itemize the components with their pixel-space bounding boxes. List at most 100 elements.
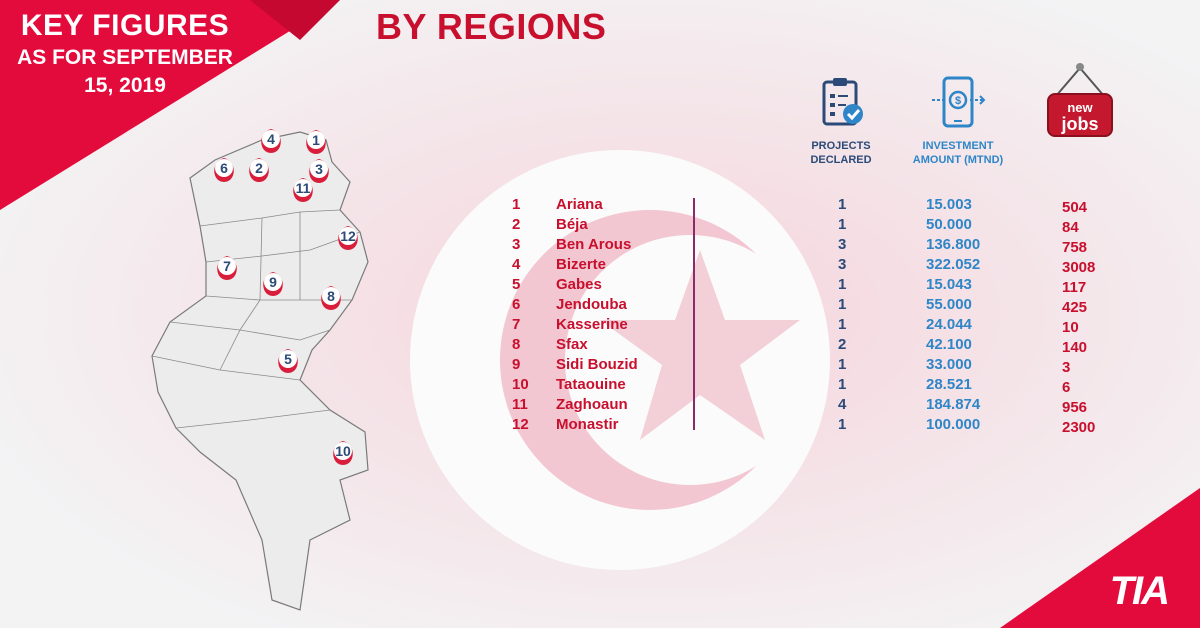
- row-jobs: 2300: [1062, 419, 1096, 436]
- table-row: 11 Zaghoaun 4 184.874 956: [0, 396, 1200, 416]
- row-jobs: 117: [1062, 279, 1087, 296]
- map-pin: 9: [263, 272, 283, 296]
- row-investment: 28.521: [926, 376, 972, 393]
- investment-header-line1: INVESTMENT: [922, 140, 994, 152]
- tunisia-outline: [151, 131, 369, 611]
- row-number: 3: [512, 236, 521, 253]
- banner-subtitle-line2: 15, 2019: [84, 74, 166, 97]
- tia-logo: TIA: [1109, 569, 1170, 613]
- row-investment: 50.000: [926, 216, 972, 233]
- projects-header-line1: PROJECTS: [811, 140, 871, 152]
- table-row: 7 Kasserine 1 24.044 10: [0, 316, 1200, 336]
- table-row: 12 Monastir 1 100.000 2300: [0, 416, 1200, 436]
- jobs-sign-line2: jobs: [1060, 114, 1098, 134]
- row-region: Jendouba: [556, 296, 627, 313]
- table-row: 9 Sidi Bouzid 1 33.000 3: [0, 356, 1200, 376]
- row-region: Béja: [556, 216, 588, 233]
- jobs-column-header: new jobs: [1040, 58, 1120, 145]
- row-investment: 33.000: [926, 356, 972, 373]
- row-number: 4: [512, 256, 521, 273]
- row-investment: 184.874: [926, 396, 981, 413]
- row-investment: 55.000: [926, 296, 972, 313]
- row-number: 5: [512, 276, 521, 293]
- table-row: 3 Ben Arous 3 136.800 758: [0, 236, 1200, 256]
- row-projects: 1: [838, 276, 847, 293]
- table-row: 4 Bizerte 3 322.052 3008: [0, 256, 1200, 276]
- row-projects: 1: [838, 356, 847, 373]
- row-number: 8: [512, 336, 521, 353]
- row-region: Ben Arous: [556, 236, 632, 253]
- row-projects: 1: [838, 416, 847, 433]
- table-row: 2 Béja 1 50.000 84: [0, 216, 1200, 236]
- table-row: 6 Jendouba 1 55.000 425: [0, 296, 1200, 316]
- map-pin: 11: [293, 178, 313, 202]
- row-number: 6: [512, 296, 521, 313]
- table-row: 8 Sfax 2 42.100 140: [0, 336, 1200, 356]
- new-jobs-sign-icon: new jobs: [1047, 63, 1113, 137]
- map-pin: 6: [214, 158, 234, 182]
- table-row: 1 Ariana 1 15.003 504: [0, 196, 1200, 216]
- map-pin: 3: [309, 159, 329, 183]
- table-row: 10 Tataouine 1 28.521 6: [0, 376, 1200, 396]
- map-pin: 7: [217, 256, 237, 280]
- row-jobs: 3: [1062, 359, 1071, 376]
- row-projects: 1: [838, 216, 847, 233]
- row-region: Gabes: [556, 276, 602, 293]
- pin-label: 3: [315, 161, 323, 177]
- row-number: 7: [512, 316, 521, 333]
- row-number: 2: [512, 216, 521, 233]
- row-projects: 4: [838, 396, 847, 413]
- map-pin: 10: [333, 441, 353, 465]
- row-region: Monastir: [556, 416, 619, 433]
- row-projects: 1: [838, 376, 847, 393]
- projects-header-line2: DECLARED: [810, 154, 872, 166]
- row-projects: 1: [838, 296, 847, 313]
- row-investment: 100.000: [926, 416, 981, 433]
- row-number: 12: [512, 416, 529, 433]
- tunisia-map: 1 2 3 4 5 6 7 8 9 10: [151, 129, 369, 611]
- pin-label: 4: [267, 131, 275, 147]
- pin-label: 7: [223, 258, 231, 274]
- investment-header-line2: AMOUNT (MTND): [912, 154, 1004, 166]
- row-projects: 2: [838, 336, 847, 353]
- jobs-sign-line1: new: [1067, 100, 1093, 115]
- row-jobs: 758: [1062, 239, 1088, 256]
- row-investment: 24.044: [926, 316, 972, 333]
- pin-label: 11: [296, 180, 311, 196]
- row-projects: 1: [838, 316, 847, 333]
- row-projects: 1: [838, 196, 847, 213]
- pin-label: 8: [327, 288, 335, 304]
- pin-label: 10: [335, 443, 351, 459]
- map-pin: 8: [321, 286, 341, 310]
- row-investment: 15.003: [926, 196, 972, 213]
- row-region: Sidi Bouzid: [556, 356, 638, 373]
- svg-text:$: $: [955, 95, 961, 107]
- section-title: BY REGIONS: [376, 6, 607, 47]
- map-pin: 4: [261, 129, 281, 153]
- map-pin: 2: [249, 158, 269, 182]
- corner-banner: [0, 0, 340, 210]
- row-investment: 42.100: [926, 336, 972, 353]
- row-region: Kasserine: [556, 316, 628, 333]
- row-number: 11: [512, 396, 528, 413]
- row-projects: 3: [838, 256, 847, 273]
- phone-dollar-icon: $: [932, 76, 986, 128]
- investment-column-header: $ INVESTMENT AMOUNT (MTND): [908, 76, 1008, 167]
- row-jobs: 504: [1062, 199, 1088, 216]
- pin-label: 5: [284, 351, 292, 367]
- table-divider: [693, 198, 695, 430]
- pin-label: 1: [312, 132, 320, 148]
- row-investment: 136.800: [926, 236, 981, 253]
- row-jobs: 956: [1062, 399, 1088, 416]
- banner-text: KEY FIGURES AS FOR SEPTEMBER 15, 2019: [0, 8, 250, 100]
- row-number: 1: [512, 196, 521, 213]
- row-number: 9: [512, 356, 521, 373]
- banner-title: KEY FIGURES: [20, 9, 230, 42]
- row-region: Tataouine: [556, 376, 626, 393]
- pin-label: 9: [269, 274, 277, 290]
- row-jobs: 6: [1062, 379, 1071, 396]
- banner-subtitle-line1: AS FOR SEPTEMBER: [17, 46, 233, 69]
- bottom-banner: [1000, 488, 1200, 628]
- row-region: Zaghoaun: [556, 396, 628, 413]
- map-pin: 1: [306, 130, 326, 154]
